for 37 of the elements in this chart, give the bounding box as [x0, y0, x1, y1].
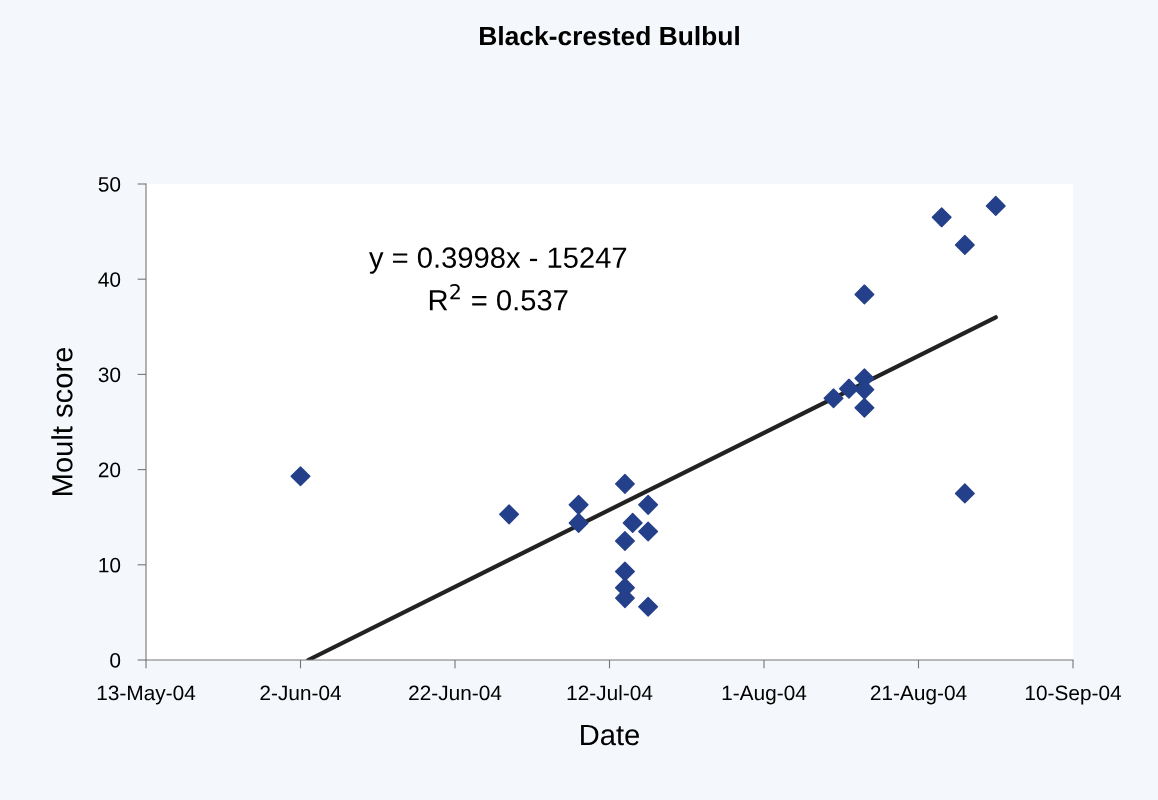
x-axis-title: Date [581, 724, 640, 746]
x-tick-label: 1-Aug-04 [722, 685, 807, 705]
point [614, 473, 635, 494]
y-tick-label: 50 [98, 177, 121, 192]
point [638, 596, 659, 617]
point [838, 378, 859, 399]
point [614, 561, 635, 582]
y-tick-label: 10 [99, 557, 121, 573]
point [622, 512, 643, 533]
point [568, 512, 589, 533]
point [931, 207, 952, 228]
chart-title: Black-crested Bulbul [480, 25, 739, 46]
y-axis-title: Moult score [51, 347, 73, 495]
annotation: R$^{2}$ = 0.537 [429, 284, 568, 311]
x-tick-label: 21-Aug-04 [870, 685, 967, 705]
point [499, 504, 520, 525]
point [823, 388, 844, 409]
y-tick-label: 0 [110, 653, 121, 668]
point [954, 234, 975, 255]
point [568, 494, 589, 515]
annotation: y = 0.3998x - 15247 [369, 247, 627, 274]
point [614, 530, 635, 552]
x-tick-label: 2-Jun-04 [260, 685, 342, 701]
x-tick-label: 12-Jul-04 [567, 685, 653, 701]
point [638, 521, 659, 542]
point [290, 466, 311, 487]
point [985, 195, 1006, 216]
y-tick-label: 20 [98, 462, 121, 478]
point [638, 494, 659, 515]
x-tick-label: 13-May-04 [97, 685, 196, 705]
x-tick-label: 22-Jun-04 [409, 685, 502, 701]
point [854, 284, 875, 305]
y-tick-label: 30 [98, 367, 121, 383]
point [854, 397, 875, 418]
y-tick-label: 40 [98, 272, 121, 287]
x-tick-label: 10-Sep-04 [1025, 685, 1122, 705]
point [954, 483, 975, 504]
